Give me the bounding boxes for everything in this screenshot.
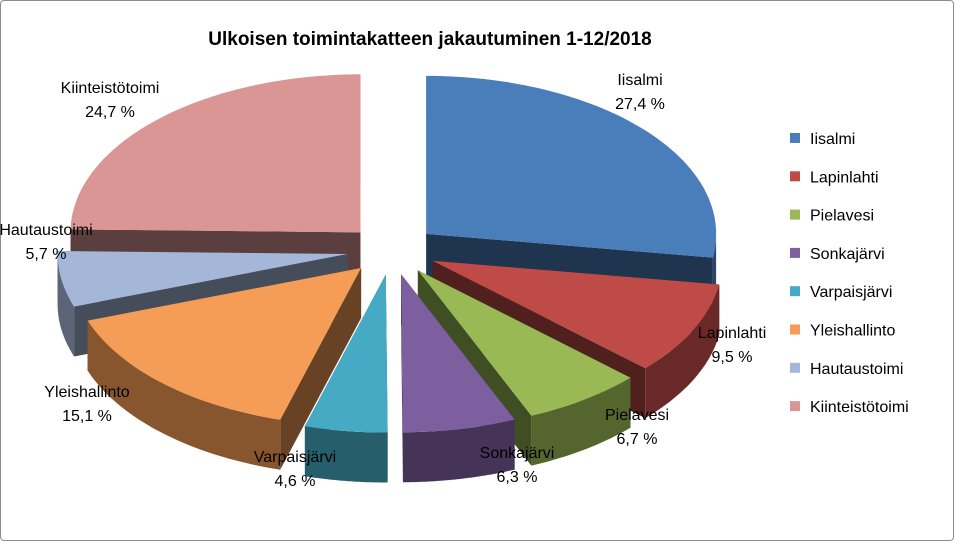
data-label-value: 4,6 % xyxy=(275,473,316,490)
legend-swatch xyxy=(790,171,800,182)
slice-outer-wall xyxy=(304,426,388,483)
legend-swatch xyxy=(790,324,800,335)
legend-label: Hautaustoimi xyxy=(810,361,903,378)
slice-top-face xyxy=(417,270,631,416)
legend-swatch xyxy=(790,362,800,373)
legend-label: Iisalmi xyxy=(810,131,855,148)
slice-top-face xyxy=(401,274,515,433)
legend-swatch xyxy=(790,247,800,258)
legend-swatch xyxy=(790,133,800,143)
data-label-name: Lapinlahti xyxy=(698,325,767,342)
legend-label: Yleishallinto xyxy=(810,323,895,340)
legend-label: Lapinlahti xyxy=(810,169,879,186)
legend-swatch xyxy=(790,401,800,412)
data-label-value: 27,4 % xyxy=(615,96,665,113)
legend-swatch xyxy=(790,286,800,297)
data-label-value: 5,7 % xyxy=(26,246,67,263)
data-label-value: 9,5 % xyxy=(712,349,753,366)
data-label-value: 24,7 % xyxy=(85,104,135,121)
slice-side-wall xyxy=(401,274,403,483)
pie-slices xyxy=(57,74,720,483)
slice-top-face xyxy=(432,260,720,369)
data-label-name: Kiinteistötoimi xyxy=(61,80,160,97)
slice-outer-wall xyxy=(57,253,75,357)
chart-title: Ulkoisen toimintakatteen jakautuminen 1-… xyxy=(208,29,652,50)
legend-label: Sonkajärvi xyxy=(810,246,885,263)
slice-top-face xyxy=(426,75,717,258)
legend: Iisalmi Lapinlahti Pielavesi Sonkajärvi Varp… xyxy=(790,131,909,416)
slice-outer-wall xyxy=(87,320,281,470)
slice-top-face xyxy=(70,74,361,233)
data-label-name: Hautaustoimi xyxy=(0,222,93,239)
slice-outer-wall xyxy=(531,377,631,466)
data-label-name: Pielavesi xyxy=(605,407,669,424)
data-label-name: Iisalmi xyxy=(617,72,662,89)
legend-label: Kiinteistötoimi xyxy=(810,399,909,416)
data-label-name: Sonkajärvi xyxy=(480,445,555,462)
legend-label: Pielavesi xyxy=(810,208,874,225)
legend-swatch xyxy=(790,209,800,220)
slice-varpaisjärvi xyxy=(304,274,388,483)
slice-outer-wall xyxy=(645,284,720,419)
legend-label: Varpaisjärvi xyxy=(810,284,892,301)
slice-outer-wall xyxy=(402,419,515,483)
data-label-name: Varpaisjärvi xyxy=(254,449,336,466)
slice-top-face xyxy=(304,274,388,433)
data-labels: Iisalmi 27,4 % Lapinlahti 9,5 % Pielavesi 6,7… xyxy=(0,72,766,490)
slice-yleishallinto xyxy=(87,267,362,470)
slice-top-face xyxy=(87,267,362,420)
slice-sonkajärvi xyxy=(401,274,515,483)
data-label-value: 6,3 % xyxy=(497,469,538,486)
slice-top-face xyxy=(57,251,348,307)
data-label-value: 6,7 % xyxy=(617,431,658,448)
data-label-name: Yleishallinto xyxy=(44,384,129,401)
data-label-value: 15,1 % xyxy=(62,408,112,425)
